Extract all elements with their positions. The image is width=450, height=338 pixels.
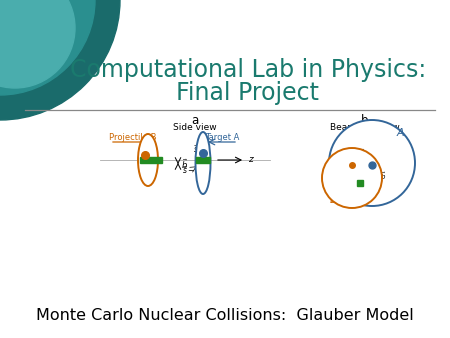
Text: $\vec{s}-\vec{b}$: $\vec{s}-\vec{b}$ bbox=[368, 170, 387, 182]
Text: $\vec{s}-\vec{b}$: $\vec{s}-\vec{b}$ bbox=[182, 162, 202, 176]
Circle shape bbox=[0, 0, 75, 88]
Text: Monte Carlo Nuclear Collisions:  Glauber Model: Monte Carlo Nuclear Collisions: Glauber … bbox=[36, 309, 414, 323]
Text: Computational Lab in Physics:: Computational Lab in Physics: bbox=[70, 58, 426, 82]
Circle shape bbox=[322, 148, 382, 208]
Ellipse shape bbox=[138, 134, 158, 186]
Ellipse shape bbox=[195, 132, 211, 194]
Bar bbox=[140, 157, 162, 163]
Text: A: A bbox=[396, 128, 404, 138]
Circle shape bbox=[0, 0, 120, 120]
Text: $\vec{s}$: $\vec{s}$ bbox=[193, 143, 199, 155]
Text: Projectile B: Projectile B bbox=[109, 134, 157, 143]
Text: Final Project: Final Project bbox=[176, 81, 320, 105]
Text: $\vec{s}$: $\vec{s}$ bbox=[346, 170, 353, 182]
Text: z: z bbox=[248, 155, 253, 165]
Circle shape bbox=[0, 0, 95, 95]
Circle shape bbox=[329, 120, 415, 206]
Text: b: b bbox=[361, 114, 369, 126]
Text: B: B bbox=[330, 195, 338, 205]
Text: Target A: Target A bbox=[205, 134, 239, 143]
Text: Side view: Side view bbox=[173, 123, 217, 132]
Bar bbox=[196, 157, 210, 163]
Text: a: a bbox=[191, 114, 198, 126]
Text: Beam-line view: Beam-line view bbox=[330, 123, 400, 132]
Text: $\vec{b}$: $\vec{b}$ bbox=[359, 147, 365, 161]
Text: $\vec{b}$: $\vec{b}$ bbox=[181, 157, 188, 171]
